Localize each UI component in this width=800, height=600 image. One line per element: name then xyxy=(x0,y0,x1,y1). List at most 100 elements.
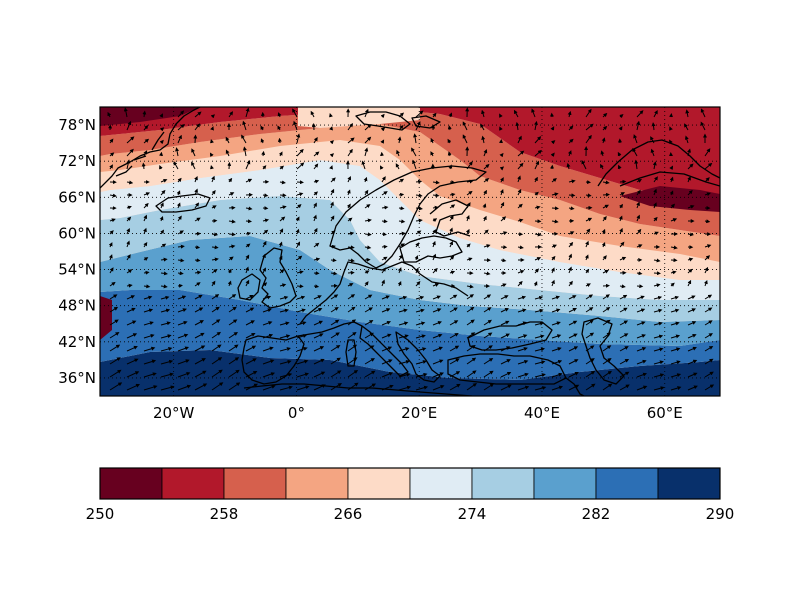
lon-tick-label: 20°W xyxy=(153,404,195,422)
wind-vector xyxy=(619,284,626,289)
wind-vector xyxy=(568,241,574,248)
wind-vector xyxy=(159,113,163,118)
colorbar-cell xyxy=(471,467,535,500)
wind-vector xyxy=(228,219,236,224)
colorbar-cell xyxy=(99,467,163,500)
wind-vector xyxy=(126,159,131,170)
wind-vector xyxy=(279,180,286,185)
wind-vector xyxy=(517,188,522,196)
wind-vector xyxy=(704,266,709,274)
wind-vector xyxy=(313,358,325,365)
wind-vector xyxy=(500,216,507,222)
wind-vector xyxy=(449,332,459,339)
wind-vector xyxy=(618,215,623,222)
wind-vector xyxy=(330,357,341,365)
wind-vector xyxy=(584,254,589,261)
wind-vector xyxy=(210,114,215,119)
wind-vector xyxy=(194,270,202,275)
wind-vector xyxy=(568,138,574,144)
wind-vector xyxy=(381,359,393,365)
wind-vector xyxy=(109,319,119,326)
wind-vector xyxy=(653,176,658,183)
wind-vector xyxy=(364,370,376,378)
wind-vector xyxy=(483,319,492,326)
coastline-greenland-fjords xyxy=(115,131,165,177)
wind-vector xyxy=(499,189,504,196)
wind-vector xyxy=(364,108,369,118)
wind-vector xyxy=(700,108,706,118)
longitude-tick-labels: 20°W 0° 20°E 40°E 60°E xyxy=(153,404,683,422)
lon-tick-label: 0° xyxy=(288,404,305,422)
wind-vector xyxy=(670,347,681,352)
wind-vector xyxy=(568,280,573,287)
wind-vector xyxy=(687,334,697,339)
wind-vector xyxy=(551,177,557,183)
wind-vector xyxy=(175,147,180,157)
wind-vector xyxy=(432,295,441,300)
wind-vector xyxy=(602,370,612,378)
wind-vector xyxy=(432,359,444,365)
wind-vector xyxy=(126,180,134,185)
wind-vector xyxy=(704,371,714,378)
wind-vector xyxy=(380,127,386,132)
colorbar-tick-label: 258 xyxy=(210,505,239,523)
wind-vector xyxy=(279,283,287,288)
wind-vector xyxy=(567,150,572,157)
wind-vector xyxy=(669,190,674,196)
wind-vector xyxy=(636,295,645,300)
wind-vector xyxy=(483,189,487,196)
wind-vector xyxy=(633,134,638,144)
wind-vector xyxy=(109,230,114,235)
wind-vector xyxy=(109,164,113,170)
wind-vector xyxy=(432,193,440,198)
map-panel: 36°N42°N48°N54°N60°N66°N72°N78°N 20°W 0° 2… xyxy=(58,106,721,422)
wind-vector xyxy=(551,267,555,274)
wind-vector xyxy=(347,283,354,287)
wind-vector xyxy=(480,123,485,131)
wind-vector xyxy=(398,321,409,326)
wind-vector xyxy=(449,227,453,235)
wind-vector xyxy=(687,385,698,391)
wind-vector xyxy=(551,321,561,326)
wind-vector xyxy=(296,321,307,326)
wind-vector xyxy=(346,203,351,209)
coastline-sardinia-corsica xyxy=(345,339,357,367)
wind-vector xyxy=(551,372,563,378)
wind-vector xyxy=(602,294,610,300)
wind-vector xyxy=(211,331,221,339)
wind-vector xyxy=(160,295,170,300)
wind-vector xyxy=(330,177,336,183)
wind-vector xyxy=(228,306,237,313)
wind-vector xyxy=(211,190,216,196)
wind-vector xyxy=(109,152,115,157)
wind-vector xyxy=(551,308,561,313)
wind-vector xyxy=(449,215,454,222)
wind-vector xyxy=(227,280,232,287)
wind-vector xyxy=(126,254,131,261)
wind-vector xyxy=(585,217,593,222)
wind-vector xyxy=(177,134,182,144)
wind-vector xyxy=(632,147,638,157)
wind-vector xyxy=(704,345,714,352)
wind-vector xyxy=(568,320,578,326)
contour-band-254-258 xyxy=(100,107,720,200)
wind-vector xyxy=(449,345,460,352)
wind-vector xyxy=(159,139,164,145)
wind-vector xyxy=(534,205,541,210)
wind-vector xyxy=(704,219,711,224)
wind-vector xyxy=(177,320,188,326)
wind-vector xyxy=(159,215,164,222)
wind-vector xyxy=(347,258,355,263)
wind-vector xyxy=(432,385,445,391)
wind-vector xyxy=(466,294,474,300)
wind-vector xyxy=(670,308,680,313)
wind-vector xyxy=(347,137,355,144)
wind-vector xyxy=(313,151,320,157)
wind-vector xyxy=(585,307,594,313)
wind-vector xyxy=(107,111,112,118)
wind-vector xyxy=(449,204,456,209)
wind-vector xyxy=(551,244,557,249)
wind-vector xyxy=(653,202,657,209)
wind-vector xyxy=(330,201,334,209)
wind-vector xyxy=(483,383,495,391)
